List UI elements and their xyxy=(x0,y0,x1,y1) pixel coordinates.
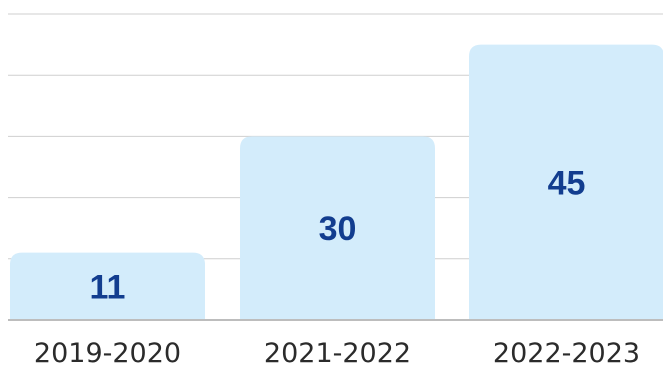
bar-2022-2023 xyxy=(469,44,663,320)
bar-value-label: 30 xyxy=(319,210,357,248)
bar-2021-2022 xyxy=(240,136,435,320)
bar-value-label: 11 xyxy=(90,268,126,306)
x-tick-label: 2021-2022 xyxy=(264,338,411,369)
bar-2019-2020 xyxy=(10,252,205,320)
bars xyxy=(10,44,663,320)
value-labels: 11 30 45 xyxy=(90,164,586,306)
x-tick-labels: 2019-2020 2021-2022 2022-2023 xyxy=(34,338,640,369)
bar-value-label: 45 xyxy=(548,164,586,202)
x-tick-label: 2022-2023 xyxy=(493,338,640,369)
x-tick-label: 2019-2020 xyxy=(34,338,181,369)
